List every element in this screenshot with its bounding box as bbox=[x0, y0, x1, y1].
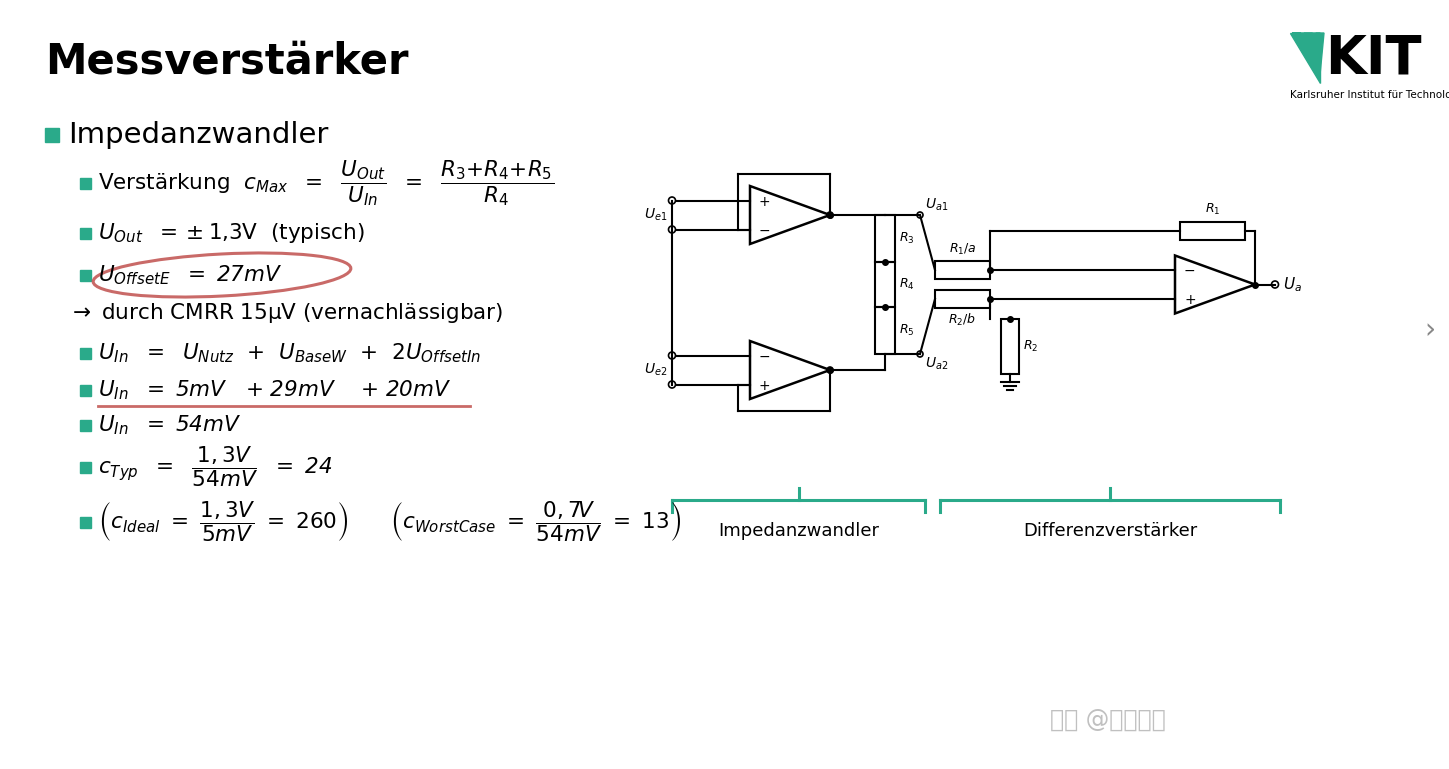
Text: −: − bbox=[1184, 264, 1195, 278]
Text: Impedanzwandler: Impedanzwandler bbox=[719, 522, 880, 540]
Bar bbox=[1001, 318, 1019, 374]
Bar bbox=[80, 420, 91, 431]
Bar bbox=[875, 262, 895, 307]
Text: ›: › bbox=[1424, 316, 1436, 344]
Text: $\rightarrow$ durch CMRR 15μV (vernachlässigbar): $\rightarrow$ durch CMRR 15μV (vernachlä… bbox=[68, 301, 503, 325]
Text: $U_{a2}$: $U_{a2}$ bbox=[924, 356, 948, 372]
Text: +: + bbox=[759, 378, 771, 392]
Text: $U_{In}$  $=$ 5mV   $+$ 29mV    $+$ 20mV: $U_{In}$ $=$ 5mV $+$ 29mV $+$ 20mV bbox=[99, 378, 451, 401]
Polygon shape bbox=[1290, 33, 1320, 83]
Text: +: + bbox=[1184, 293, 1195, 307]
Bar bbox=[80, 385, 91, 396]
Bar bbox=[875, 215, 895, 262]
Text: 知乎 @快乐小子: 知乎 @快乐小子 bbox=[1051, 708, 1166, 732]
Text: KIT: KIT bbox=[1324, 33, 1421, 85]
Text: $\left(c_{WorstCase}\ =\ \dfrac{0,7V}{54mV}\ =\ 13\right)$: $\left(c_{WorstCase}\ =\ \dfrac{0,7V}{54… bbox=[390, 500, 681, 544]
Text: Differenzverstärker: Differenzverstärker bbox=[1023, 522, 1197, 540]
Polygon shape bbox=[1304, 33, 1320, 61]
Text: $U_a$: $U_a$ bbox=[1282, 275, 1303, 294]
Text: $U_{a1}$: $U_{a1}$ bbox=[924, 197, 948, 213]
Polygon shape bbox=[1316, 33, 1324, 75]
Text: $R_2/b$: $R_2/b$ bbox=[949, 312, 977, 328]
Bar bbox=[80, 178, 91, 189]
Bar bbox=[1179, 221, 1245, 239]
Bar bbox=[80, 228, 91, 239]
Text: $R_1$: $R_1$ bbox=[1204, 202, 1220, 218]
Bar bbox=[935, 261, 990, 279]
Text: Messverstärker: Messverstärker bbox=[45, 41, 409, 83]
Bar bbox=[80, 462, 91, 473]
Bar bbox=[80, 348, 91, 359]
Text: $R_4$: $R_4$ bbox=[898, 277, 914, 292]
Text: $R_5$: $R_5$ bbox=[898, 323, 914, 338]
Text: +: + bbox=[759, 195, 771, 208]
Text: −: − bbox=[759, 224, 771, 238]
Text: Verstärkung  $c_{Max}$  $=$  $\dfrac{U_{Out}}{U_{In}}$  $=$  $\dfrac{R_3{+}R_4{+: Verstärkung $c_{Max}$ $=$ $\dfrac{U_{Out… bbox=[99, 158, 554, 208]
Text: −: − bbox=[759, 349, 771, 364]
Bar bbox=[875, 307, 895, 354]
Text: $R_3$: $R_3$ bbox=[898, 231, 914, 246]
Bar bbox=[45, 128, 59, 142]
Text: Karlsruher Institut für Technologie: Karlsruher Institut für Technologie bbox=[1290, 90, 1449, 100]
Polygon shape bbox=[1293, 33, 1320, 47]
Bar bbox=[80, 517, 91, 528]
Bar bbox=[80, 270, 91, 281]
Text: $U_{e2}$: $U_{e2}$ bbox=[643, 361, 667, 378]
Text: $R_1/a$: $R_1/a$ bbox=[949, 242, 977, 257]
Text: $c_{Typ}$  $=$  $\dfrac{1,3V}{54mV}$  $=$ 24: $c_{Typ}$ $=$ $\dfrac{1,3V}{54mV}$ $=$ 2… bbox=[99, 444, 332, 489]
Text: $U_{OffsetE}$  $=$ 27mV: $U_{OffsetE}$ $=$ 27mV bbox=[99, 263, 283, 287]
Text: $\left(c_{Ideal}\ =\ \dfrac{1,3V}{5mV}\ =\ 260\right)$: $\left(c_{Ideal}\ =\ \dfrac{1,3V}{5mV}\ … bbox=[99, 500, 349, 544]
Text: $U_{In}$  $=$ 54mV: $U_{In}$ $=$ 54mV bbox=[99, 413, 242, 437]
Text: $R_2$: $R_2$ bbox=[1023, 338, 1039, 354]
Bar bbox=[935, 290, 990, 308]
Text: $U_{Out}$  $= \pm$1,3V  (typisch): $U_{Out}$ $= \pm$1,3V (typisch) bbox=[99, 221, 365, 245]
Text: $U_{In}$  $=$  $U_{Nutz}$  $+$  $U_{BaseW}$  $+$  $2U_{OffsetIn}$: $U_{In}$ $=$ $U_{Nutz}$ $+$ $U_{BaseW}$ … bbox=[99, 341, 481, 365]
Text: $U_{e1}$: $U_{e1}$ bbox=[643, 207, 667, 223]
Text: Impedanzwandler: Impedanzwandler bbox=[68, 121, 329, 149]
